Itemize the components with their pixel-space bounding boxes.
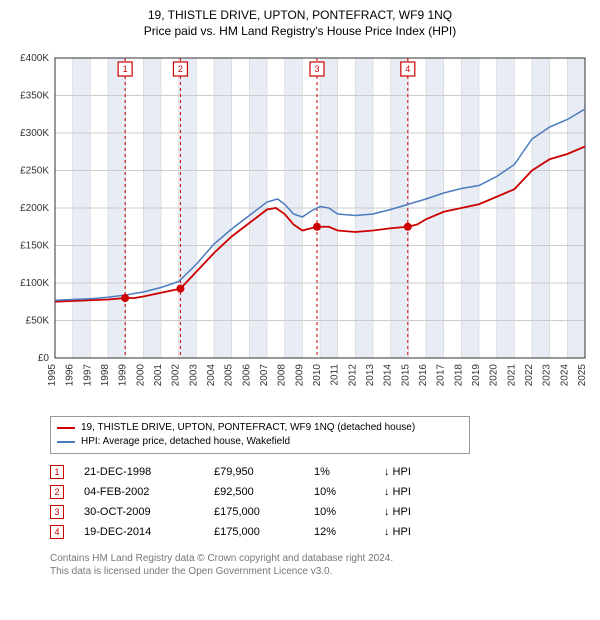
svg-text:2003: 2003 — [188, 364, 199, 387]
chart-plot-area: £0 £50K £100K £150K £200K £250K £300K £350K £400… — [10, 48, 590, 408]
transaction-row: 4 19-DEC-2014£175,00012%↓ HPI — [50, 522, 580, 542]
transaction-pct: 10% — [314, 482, 384, 502]
svg-text:£100K: £100K — [20, 278, 49, 289]
transaction-badge: 2 — [50, 485, 64, 499]
svg-text:2020: 2020 — [489, 364, 500, 387]
svg-text:2023: 2023 — [542, 364, 553, 387]
svg-text:2010: 2010 — [312, 364, 323, 387]
transaction-price: £92,500 — [214, 482, 314, 502]
footer-attribution: Contains HM Land Registry data © Crown c… — [50, 552, 580, 578]
svg-text:2001: 2001 — [153, 364, 164, 387]
chart-title: 19, THISTLE DRIVE, UPTON, PONTEFRACT, WF… — [10, 8, 590, 22]
line-chart-svg: £0 £50K £100K £150K £200K £250K £300K £350K £400… — [10, 48, 590, 408]
transaction-direction: ↓ HPI — [384, 502, 434, 522]
legend-swatch — [57, 427, 75, 429]
legend-item: HPI: Average price, detached house, Wake… — [57, 435, 463, 449]
transaction-date: 21-DEC-1998 — [84, 462, 214, 482]
transaction-row: 1 21-DEC-1998£79,9501%↓ HPI — [50, 462, 580, 482]
chart-container: 19, THISTLE DRIVE, UPTON, PONTEFRACT, WF… — [0, 0, 600, 586]
svg-text:2000: 2000 — [135, 364, 146, 387]
svg-text:2025: 2025 — [577, 364, 588, 387]
transaction-pct: 12% — [314, 522, 384, 542]
svg-text:1997: 1997 — [82, 364, 93, 387]
transaction-date: 30-OCT-2009 — [84, 502, 214, 522]
svg-text:2015: 2015 — [400, 364, 411, 387]
svg-text:2021: 2021 — [506, 364, 517, 387]
svg-text:2018: 2018 — [453, 364, 464, 387]
svg-text:2009: 2009 — [294, 364, 305, 387]
svg-text:2004: 2004 — [206, 364, 217, 387]
svg-text:2007: 2007 — [259, 364, 270, 387]
svg-text:2013: 2013 — [365, 364, 376, 387]
svg-text:£200K: £200K — [20, 203, 49, 214]
svg-text:4: 4 — [405, 64, 410, 74]
footer-line-1: Contains HM Land Registry data © Crown c… — [50, 552, 580, 565]
footer-line-2: This data is licensed under the Open Gov… — [50, 565, 580, 578]
legend: 19, THISTLE DRIVE, UPTON, PONTEFRACT, WF… — [50, 416, 470, 454]
svg-text:1995: 1995 — [47, 364, 58, 387]
svg-text:3: 3 — [314, 64, 319, 74]
svg-text:£150K: £150K — [20, 241, 49, 252]
svg-text:2016: 2016 — [418, 364, 429, 387]
svg-text:2022: 2022 — [524, 364, 535, 387]
svg-text:2: 2 — [178, 64, 183, 74]
legend-label: HPI: Average price, detached house, Wake… — [81, 435, 290, 449]
svg-text:£350K: £350K — [20, 91, 49, 102]
legend-swatch — [57, 441, 75, 443]
svg-text:2019: 2019 — [471, 364, 482, 387]
transaction-price: £175,000 — [214, 502, 314, 522]
chart-subtitle: Price paid vs. HM Land Registry's House … — [10, 24, 590, 38]
svg-text:£300K: £300K — [20, 128, 49, 139]
svg-text:1996: 1996 — [65, 364, 76, 387]
svg-text:2024: 2024 — [559, 364, 570, 387]
svg-text:2006: 2006 — [241, 364, 252, 387]
transaction-badge: 3 — [50, 505, 64, 519]
transaction-badge: 1 — [50, 465, 64, 479]
transaction-date: 04-FEB-2002 — [84, 482, 214, 502]
svg-text:2012: 2012 — [347, 364, 358, 387]
svg-text:2017: 2017 — [436, 364, 447, 387]
svg-text:2008: 2008 — [277, 364, 288, 387]
svg-text:£400K: £400K — [20, 53, 49, 64]
svg-text:1999: 1999 — [118, 364, 129, 387]
transaction-price: £175,000 — [214, 522, 314, 542]
transaction-row: 2 04-FEB-2002£92,50010%↓ HPI — [50, 482, 580, 502]
svg-text:1: 1 — [123, 64, 128, 74]
transaction-direction: ↓ HPI — [384, 462, 434, 482]
svg-text:2002: 2002 — [171, 364, 182, 387]
svg-text:2011: 2011 — [330, 364, 341, 386]
svg-text:1998: 1998 — [100, 364, 111, 387]
transaction-price: £79,950 — [214, 462, 314, 482]
svg-text:£50K: £50K — [26, 316, 50, 327]
transaction-pct: 1% — [314, 462, 384, 482]
transaction-pct: 10% — [314, 502, 384, 522]
transaction-direction: ↓ HPI — [384, 522, 434, 542]
svg-text:£250K: £250K — [20, 166, 49, 177]
transaction-badge: 4 — [50, 525, 64, 539]
svg-text:2014: 2014 — [383, 364, 394, 387]
svg-text:2005: 2005 — [224, 364, 235, 387]
transactions-table: 121-DEC-1998£79,9501%↓ HPI204-FEB-2002£9… — [50, 462, 580, 542]
transaction-date: 19-DEC-2014 — [84, 522, 214, 542]
transaction-direction: ↓ HPI — [384, 482, 434, 502]
legend-item: 19, THISTLE DRIVE, UPTON, PONTEFRACT, WF… — [57, 421, 463, 435]
transaction-row: 3 30-OCT-2009£175,00010%↓ HPI — [50, 502, 580, 522]
svg-text:£0: £0 — [38, 353, 50, 364]
legend-label: 19, THISTLE DRIVE, UPTON, PONTEFRACT, WF… — [81, 421, 415, 435]
